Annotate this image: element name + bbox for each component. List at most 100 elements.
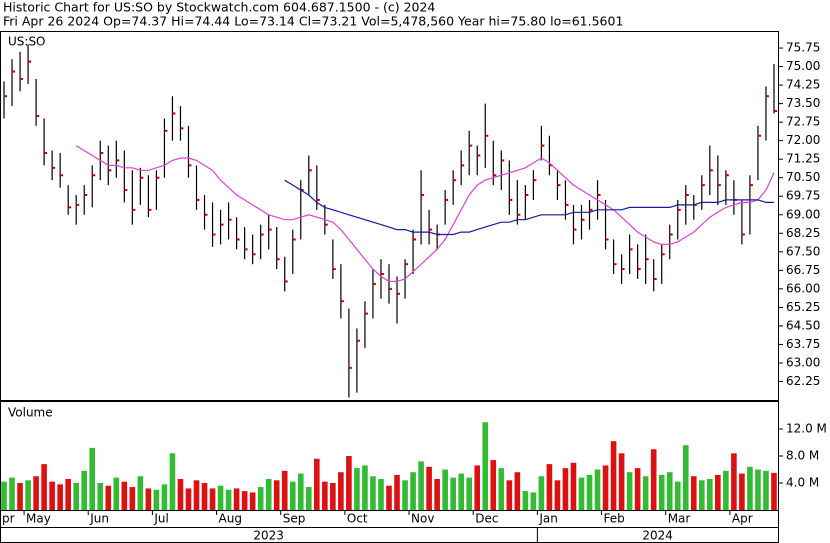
y-tick-label: 70.50 <box>786 170 820 184</box>
volume-bar <box>723 470 729 510</box>
volume-bar <box>682 445 689 510</box>
volume-bar <box>314 458 320 510</box>
volume-bar <box>73 483 80 510</box>
volume-bar <box>570 462 577 510</box>
volume-bar <box>618 453 625 510</box>
volume-bar <box>450 477 456 510</box>
x-tick-label: Jul <box>153 512 168 526</box>
chart-title: Historic Chart for US:SO by Stockwatch.c… <box>3 0 435 15</box>
volume-bar <box>771 472 777 510</box>
volume-bar <box>378 478 384 510</box>
volume-bar <box>610 441 617 510</box>
volume-bar <box>634 468 641 510</box>
volume-tick-label: 12.0 M <box>786 422 827 436</box>
volume-bar <box>330 483 336 510</box>
x-tick-label: Sep <box>283 512 306 526</box>
volume-bar <box>418 461 424 510</box>
volume-bar <box>658 474 665 510</box>
y-tick-label: 66.00 <box>786 281 820 295</box>
y-tick-label: 72.00 <box>786 133 820 147</box>
volume-bar <box>506 480 513 510</box>
volume-bar <box>225 489 232 510</box>
volume-bar <box>546 464 553 510</box>
year-label: 2024 <box>642 529 673 543</box>
volume-bar <box>554 480 561 510</box>
volume-bar <box>1 481 7 510</box>
volume-bar <box>739 473 745 510</box>
volume-bar <box>121 481 128 510</box>
volume-bar <box>498 468 505 510</box>
volume-bar <box>281 470 288 510</box>
volume-bar <box>562 468 569 510</box>
volume-bar <box>354 468 360 510</box>
volume-bar <box>602 465 609 510</box>
volume-tick-label: 4.0 M <box>786 476 819 490</box>
volume-bar <box>33 476 39 510</box>
volume-tick-label: 8.0 M <box>786 449 819 463</box>
y-tick-label: 67.50 <box>786 244 820 258</box>
volume-bar <box>698 480 705 510</box>
volume-bar <box>17 483 23 510</box>
volume-bar <box>346 456 352 510</box>
volume-bar <box>217 485 224 510</box>
volume-bar <box>522 491 529 510</box>
x-tick-label: Feb <box>604 512 625 526</box>
volume-bar <box>586 474 593 510</box>
y-tick-label: 75.75 <box>786 41 820 55</box>
volume-bar <box>9 477 15 510</box>
volume-bar <box>707 478 713 510</box>
volume-bar <box>169 453 176 510</box>
volume-bar <box>233 488 240 510</box>
volume-bar <box>209 488 216 510</box>
moving-average <box>75 145 775 282</box>
volume-bar <box>201 483 208 510</box>
volume-bar <box>145 488 152 510</box>
volume-bar <box>305 487 312 510</box>
volume-bar <box>594 469 601 510</box>
volume-bar <box>466 477 473 510</box>
volume-bar <box>426 466 432 510</box>
volume-bar <box>402 480 408 510</box>
volume-bar <box>362 465 368 510</box>
volume-bar <box>370 476 376 510</box>
moving-average <box>284 179 774 236</box>
volume-bar <box>161 484 168 510</box>
volume-bar <box>474 465 481 510</box>
volume-bar <box>410 472 416 510</box>
x-tick-label: May <box>26 512 51 526</box>
volume-label: Volume <box>8 406 53 420</box>
volume-bar <box>763 470 769 510</box>
volume-bar <box>265 478 272 510</box>
volume-bar <box>482 422 489 510</box>
volume-bar <box>442 469 448 510</box>
volume-bar <box>193 480 200 510</box>
y-tick-label: 69.75 <box>786 189 820 203</box>
volume-bar <box>690 476 697 510</box>
volume-bar <box>241 491 248 510</box>
volume-bar <box>185 488 192 510</box>
volume-bar <box>434 478 440 510</box>
volume-bar <box>289 481 296 510</box>
volume-bar <box>297 473 304 510</box>
x-tick-label: Dec <box>475 512 498 526</box>
volume-bar <box>338 472 344 510</box>
y-tick-label: 66.75 <box>786 263 820 277</box>
volume-bar <box>105 485 112 510</box>
volume-bar <box>257 487 264 510</box>
y-tick-label: 74.25 <box>786 78 820 92</box>
y-tick-label: 73.50 <box>786 96 820 110</box>
volume-bar <box>458 473 464 510</box>
volume-bar <box>490 460 497 510</box>
volume-bar <box>129 487 136 510</box>
volume-bar <box>249 492 256 510</box>
volume-bar <box>57 484 63 510</box>
volume-bar <box>626 472 633 510</box>
price-panel <box>0 31 779 401</box>
volume-bar <box>97 483 104 510</box>
x-tick-label: Jun <box>89 512 109 526</box>
volume-bar <box>731 453 737 510</box>
volume-bar <box>650 449 657 510</box>
y-tick-label: 64.50 <box>786 318 820 332</box>
